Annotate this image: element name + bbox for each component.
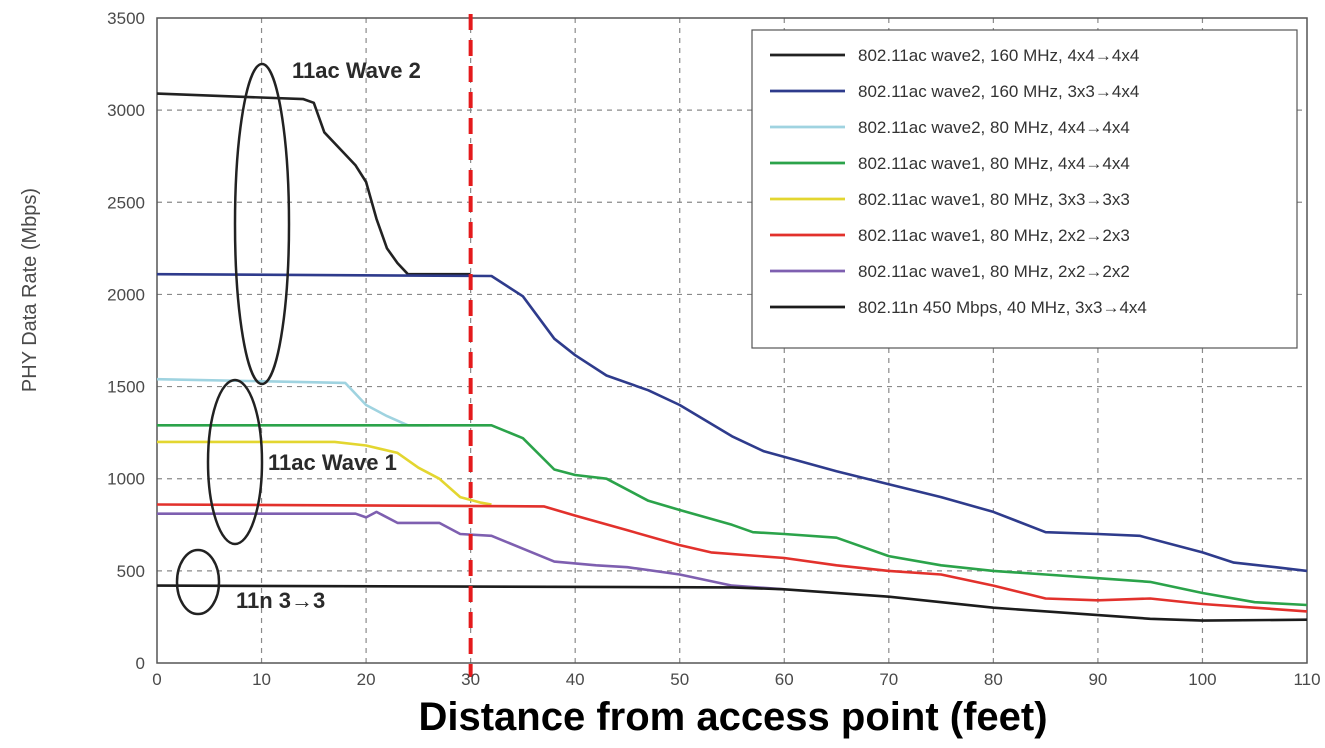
wave1-annotation: 11ac Wave 1 [268,450,397,475]
y-tick-label: 3000 [107,101,145,120]
y-tick-label: 500 [117,562,145,581]
series-line-4 [157,424,1308,607]
wave1-ellipse [206,378,264,546]
x-tick-label: 40 [566,670,585,689]
x-tick-label: 110 [1293,670,1320,689]
x-tick-label: 80 [984,670,1003,689]
legend-entry: 802.11ac wave1, 80 MHz, 4x4→4x4 [858,154,1130,173]
legend-entry: 802.11ac wave2, 160 MHz, 4x4→4x4 [858,46,1139,65]
wave2-annotation: 11ac Wave 2 [292,58,421,83]
series-line-1 [156,92,471,276]
n-ellipse [175,548,221,616]
legend-entry: 802.11ac wave1, 80 MHz, 2x2→2x2 [858,262,1130,281]
series-group [156,92,1308,622]
legend-entry: 802.11ac wave2, 80 MHz, 4x4→4x4 [858,118,1130,137]
series-line-2 [156,272,1308,573]
x-axis-label: Distance from access point (feet) [418,695,1047,739]
y-tick-label: 1500 [107,378,145,397]
y-axis-label: PHY Data Rate (Mbps) [19,188,41,392]
y-tick-labels: 0 500 1000 1500 2000 2500 3000 3500 [107,9,145,673]
x-tick-label: 90 [1088,670,1107,689]
x-tick-label: 70 [879,670,898,689]
x-tick-label: 30 [461,670,480,689]
series-line-7 [157,510,785,591]
series-line-6 [156,503,1308,613]
legend-box [751,29,1298,349]
n-annotation: 11n 3→3 [236,588,325,613]
x-tick-label: 100 [1188,670,1216,689]
x-tick-labels: 0 10 20 30 40 50 60 70 80 90 100 110 [152,670,1320,689]
x-tick-label: 20 [357,670,376,689]
x-tick-label: 50 [670,670,689,689]
plot-frame [156,17,1308,664]
x-tick-label: 0 [152,670,161,689]
x-tick-label: 60 [775,670,794,689]
wave2-ellipse [233,62,291,386]
series-line-8 [156,584,1308,622]
legend-entry: 802.11ac wave1, 80 MHz, 2x2→2x3 [858,226,1130,245]
x-tick-label: 10 [252,670,271,689]
series-line-5 [157,440,492,506]
legend-entry: 802.11ac wave1, 80 MHz, 3x3→3x3 [858,190,1130,209]
legend-entry: 802.11n 450 Mbps, 40 MHz, 3x3→4x4 [858,298,1147,317]
legend-entry: 802.11ac wave2, 160 MHz, 3x3→4x4 [858,82,1139,101]
y-tick-label: 1000 [107,470,145,489]
y-tick-label: 2000 [107,285,145,304]
y-tick-label: 3500 [107,9,145,28]
y-tick-label: 2500 [107,193,145,212]
y-tick-label: 0 [136,654,145,673]
legend: 802.11ac wave2, 160 MHz, 4x4→4x4 802.11ac… [751,29,1298,349]
